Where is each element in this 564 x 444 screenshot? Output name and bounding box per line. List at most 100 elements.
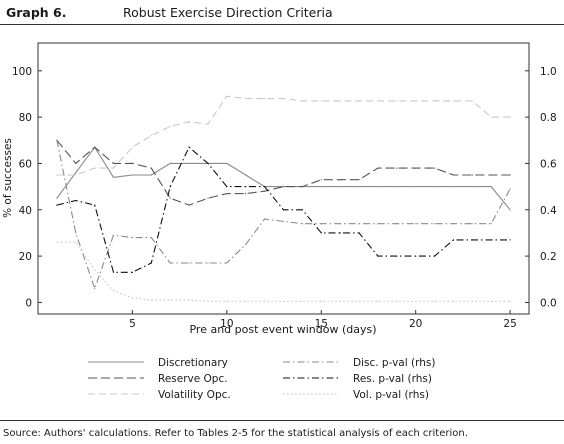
data-point-res-p-val-rhs [434, 255, 436, 257]
data-point-vol-p-val-rhs [358, 300, 360, 302]
data-point-volatility-opc [226, 95, 228, 97]
data-point-reserve-opc [339, 179, 341, 181]
data-point-vol-p-val-rhs [56, 241, 58, 243]
data-point-vol-p-val-rhs [94, 269, 96, 271]
data-point-reserve-opc [131, 162, 133, 164]
data-point-vol-p-val-rhs [490, 300, 492, 302]
data-point-reserve-opc [264, 190, 266, 192]
data-point-res-p-val-rhs [94, 204, 96, 206]
data-point-reserve-opc [358, 179, 360, 181]
data-point-reserve-opc [112, 162, 115, 164]
data-point-volatility-opc [434, 100, 436, 102]
y2-tick-label: 0.2 [540, 251, 557, 263]
source-note: Source: Authors' calculations. Refer to … [3, 428, 468, 439]
series-line-reserve-opc [56, 139, 511, 206]
legend-label-vol-p-val-rhs: Vol. p-val (rhs) [353, 389, 429, 401]
y-tick-label: 20 [19, 251, 32, 263]
legend-label-res-p-val-rhs: Res. p-val (rhs) [353, 373, 432, 385]
data-point-discretionary [490, 186, 492, 188]
data-point-disc-p-val-rhs [226, 262, 228, 264]
data-point-res-p-val-rhs [150, 262, 152, 264]
data-point-res-p-val-rhs [320, 232, 322, 234]
data-point-reserve-opc [188, 204, 190, 206]
data-point-disc-p-val-rhs [301, 223, 303, 225]
data-point-volatility-opc [131, 146, 133, 148]
data-point-vol-p-val-rhs [434, 300, 436, 302]
data-point-res-p-val-rhs [169, 186, 171, 188]
data-point-volatility-opc [377, 100, 379, 102]
data-point-discretionary [509, 209, 511, 211]
plot-area-frame [37, 42, 530, 315]
data-point-reserve-opc [434, 167, 436, 169]
series-line-disc-p-val-rhs [56, 140, 511, 290]
data-point-vol-p-val-rhs [339, 300, 341, 302]
data-point-volatility-opc [396, 100, 398, 102]
data-point-disc-p-val-rhs [56, 139, 58, 141]
data-point-volatility-opc [301, 100, 303, 102]
data-point-volatility-opc [56, 174, 58, 176]
data-point-reserve-opc [226, 193, 228, 195]
data-point-discretionary [377, 186, 379, 188]
data-point-res-p-val-rhs [188, 146, 190, 148]
series-line-volatility-opc [56, 95, 511, 176]
series-line-discretionary [56, 146, 511, 211]
data-point-reserve-opc [75, 162, 77, 164]
data-point-vol-p-val-rhs [509, 300, 511, 302]
y2-tick-label: 0.8 [540, 112, 557, 124]
right-axis: 0.0 0.2 0.4 0.6 0.8 1.0 [525, 66, 557, 309]
data-point-disc-p-val-rhs [264, 218, 266, 220]
data-point-volatility-opc [471, 100, 473, 102]
x-tick-label: 5 [129, 318, 136, 330]
data-point-res-p-val-rhs [112, 271, 115, 273]
y2-tick-label: 0.6 [540, 158, 557, 170]
data-point-volatility-opc [94, 167, 96, 169]
data-point-vol-p-val-rhs [207, 300, 209, 302]
data-point-reserve-opc [207, 197, 209, 199]
data-point-reserve-opc [169, 197, 171, 199]
data-point-disc-p-val-rhs [320, 223, 322, 225]
data-point-disc-p-val-rhs [169, 262, 171, 264]
data-point-vol-p-val-rhs [131, 297, 133, 299]
data-point-disc-p-val-rhs [434, 223, 436, 225]
data-point-reserve-opc [415, 167, 417, 169]
data-point-discretionary [245, 174, 247, 176]
legend-label-volatility-opc: Volatility Opc. [158, 389, 231, 401]
data-point-reserve-opc [452, 174, 455, 176]
data-point-vol-p-val-rhs [264, 300, 266, 302]
left-axis: 0 20 40 60 80 100 [12, 66, 42, 309]
data-point-discretionary [339, 186, 341, 188]
data-point-disc-p-val-rhs [415, 223, 417, 225]
data-point-reserve-opc [282, 186, 285, 188]
data-point-vol-p-val-rhs [226, 300, 228, 302]
x-tick-label: 20 [409, 318, 422, 330]
data-point-discretionary [434, 186, 436, 188]
data-point-res-p-val-rhs [207, 162, 209, 164]
data-point-reserve-opc [320, 179, 322, 181]
data-point-vol-p-val-rhs [282, 300, 285, 302]
data-point-reserve-opc [150, 167, 152, 169]
data-point-vol-p-val-rhs [471, 300, 473, 302]
data-point-disc-p-val-rhs [282, 220, 285, 222]
data-point-volatility-opc [282, 98, 285, 100]
data-point-vol-p-val-rhs [112, 290, 115, 292]
data-point-res-p-val-rhs [339, 232, 341, 234]
legend: Discretionary Reserve Opc. Volatility Opc.… [88, 357, 435, 401]
data-point-disc-p-val-rhs [377, 223, 379, 225]
data-point-disc-p-val-rhs [112, 234, 115, 236]
data-point-res-p-val-rhs [396, 255, 398, 257]
data-point-discretionary [112, 176, 115, 178]
y2-tick-label: 0.4 [540, 205, 557, 217]
legend-label-disc-p-val-rhs: Disc. p-val (rhs) [353, 357, 435, 369]
data-point-disc-p-val-rhs [188, 262, 190, 264]
y-tick-label: 60 [19, 158, 32, 170]
data-point-discretionary [150, 174, 152, 176]
data-point-res-p-val-rhs [282, 209, 285, 211]
data-point-volatility-opc [112, 167, 115, 169]
data-point-disc-p-val-rhs [150, 237, 152, 239]
data-point-disc-p-val-rhs [245, 243, 247, 246]
data-point-vol-p-val-rhs [245, 300, 247, 302]
y-tick-label: 80 [19, 112, 32, 124]
data-point-discretionary [169, 162, 171, 164]
data-point-volatility-opc [415, 100, 417, 102]
